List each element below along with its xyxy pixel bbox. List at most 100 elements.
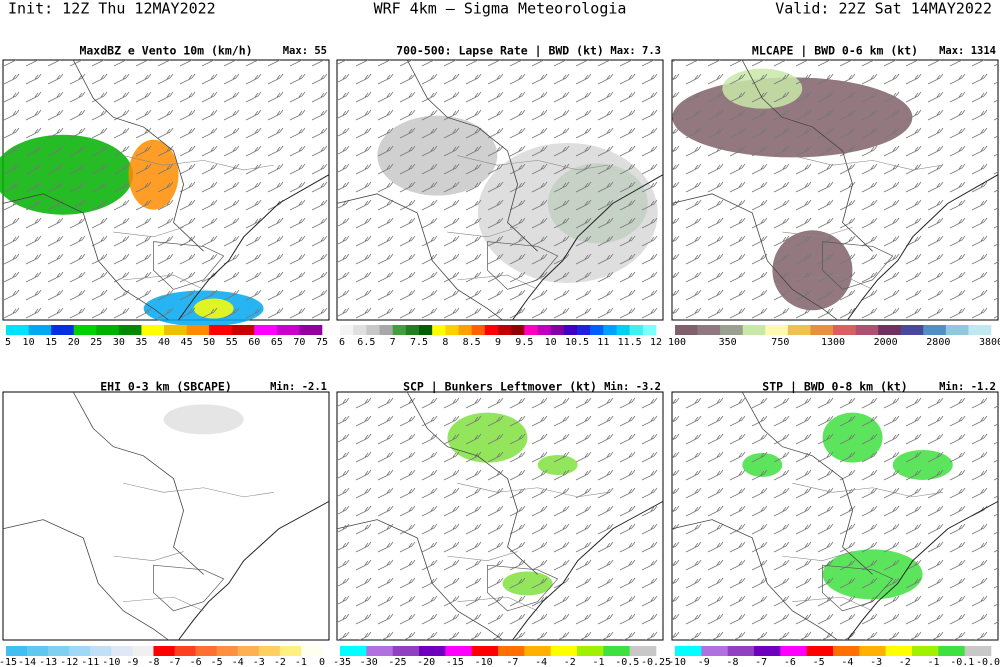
colorbar-swatch	[550, 646, 578, 656]
colorbar-swatch	[6, 325, 29, 335]
map-panel	[336, 59, 664, 321]
colorbar-label: -1	[593, 657, 605, 667]
colorbar-label: 40	[158, 337, 170, 348]
colorbar-label: -30	[360, 657, 378, 667]
valid-time: Valid: 22Z Sat 14MAY2022	[775, 0, 992, 18]
map-panel	[0, 59, 330, 327]
colorbar-label: -14	[18, 657, 36, 667]
colorbar-label: -3	[870, 657, 882, 667]
colorbar-swatch	[366, 325, 380, 335]
colorbar-swatch	[754, 646, 781, 656]
colorbar-swatch	[524, 325, 538, 335]
colorbar-swatch	[174, 646, 196, 656]
colorbar-swatch	[642, 325, 657, 335]
colorbar-label: 2800	[926, 337, 950, 348]
colorbar-swatch	[353, 325, 367, 335]
colorbar-swatch	[511, 325, 525, 335]
colorbar-label: 65	[271, 337, 283, 348]
colorbar-label: -3	[253, 657, 265, 667]
colorbar-swatch	[968, 325, 992, 335]
colorbar-label: 50	[203, 337, 215, 348]
colorbar-label: 11	[597, 337, 609, 348]
init-time: Init: 12Z Thu 12MAY2022	[8, 0, 216, 18]
panel-stat: Max: 55	[283, 45, 327, 57]
colorbar-swatch	[69, 646, 91, 656]
colorbar-label: 15	[45, 337, 57, 348]
colorbar-swatch	[186, 325, 210, 335]
colorbar-swatch	[787, 325, 811, 335]
colorbar-label: -35	[333, 657, 351, 667]
colorbar-swatch	[276, 325, 300, 335]
colorbar-label: -5	[211, 657, 223, 667]
map-panel	[671, 59, 999, 321]
colorbar-swatch	[550, 325, 565, 335]
colorbar-swatch	[458, 325, 472, 335]
colorbar-swatch	[720, 325, 744, 335]
colorbar-label: 12	[650, 337, 662, 348]
colorbar-swatch	[340, 325, 354, 335]
map-panel	[336, 391, 664, 641]
colorbar-swatch	[471, 646, 499, 656]
colorbar-swatch	[855, 325, 879, 335]
colorbar-swatch	[675, 325, 698, 335]
colorbar-label: -1	[295, 657, 307, 667]
colorbar-swatch	[697, 325, 721, 335]
panel-stat: Max: 7.3	[610, 45, 661, 57]
colorbar-label: -7	[755, 657, 767, 667]
colorbar-swatch	[6, 646, 28, 656]
colorbar-swatch	[237, 646, 260, 656]
colorbar-label: -6	[190, 657, 202, 667]
colorbar-label: 2000	[874, 337, 898, 348]
panel-title: EHI 0-3 km (SBCAPE)	[100, 380, 232, 394]
panel-stat: Min: -1.2	[939, 381, 996, 393]
colorbar-swatch	[445, 646, 472, 656]
colorbar-swatch	[498, 646, 525, 656]
colorbar-swatch	[118, 325, 142, 335]
colorbar-label: 70	[293, 337, 305, 348]
colorbar-swatch	[299, 325, 323, 335]
colorbar-label: 10.5	[565, 337, 589, 348]
colorbar-swatch	[209, 325, 233, 335]
colorbar-label: -15	[446, 657, 464, 667]
colorbar-swatch	[810, 325, 834, 335]
colorbar-swatch	[51, 325, 75, 335]
colorbar-swatch	[132, 646, 154, 656]
panel-title: MaxdBZ e Vento 10m (km/h)	[79, 44, 252, 58]
colorbar-swatch	[379, 325, 393, 335]
colorbar-swatch	[938, 646, 965, 656]
colorbar-swatch	[859, 646, 886, 656]
colorbar-label: -4	[535, 657, 547, 667]
colorbar-swatch	[616, 325, 630, 335]
colorbar-label: 0	[319, 657, 325, 667]
colorbar-label: 3800	[979, 337, 1000, 348]
colorbar-swatch	[964, 646, 992, 656]
colorbar-swatch	[484, 325, 499, 335]
panel-title: MLCAPE | BWD 0-6 km (kt)	[752, 44, 918, 58]
colorbar-swatch	[590, 325, 604, 335]
colorbar-label: 25	[90, 337, 102, 348]
colorbar-label: 10	[545, 337, 557, 348]
colorbar-swatch	[445, 325, 459, 335]
colorbar-swatch	[96, 325, 120, 335]
colorbar-label: -10	[668, 657, 686, 667]
colorbar-label: -5	[813, 657, 825, 667]
colorbar-label: 20	[68, 337, 80, 348]
colorbar-swatch	[419, 646, 446, 656]
colorbar-label: -4	[232, 657, 244, 667]
wind-barbs	[337, 60, 663, 320]
colorbar-swatch	[90, 646, 112, 656]
colorbar-swatch	[603, 325, 617, 335]
colorbar-swatch	[48, 646, 70, 656]
colorbar-swatch	[366, 646, 393, 656]
colorbar-swatch	[498, 325, 512, 335]
field-shading	[163, 404, 244, 435]
colorbar-swatch	[833, 325, 856, 335]
colorbar-swatch	[141, 325, 165, 335]
colorbar-swatch	[432, 325, 446, 335]
panel-stat: Min: -2.1	[270, 381, 327, 393]
colorbar-label: 10	[23, 337, 35, 348]
colorbar-label: 6.5	[357, 337, 375, 348]
colorbar-label: -0.05	[976, 657, 1000, 667]
colorbar-label: -10	[475, 657, 493, 667]
colorbar-swatch	[780, 646, 807, 656]
